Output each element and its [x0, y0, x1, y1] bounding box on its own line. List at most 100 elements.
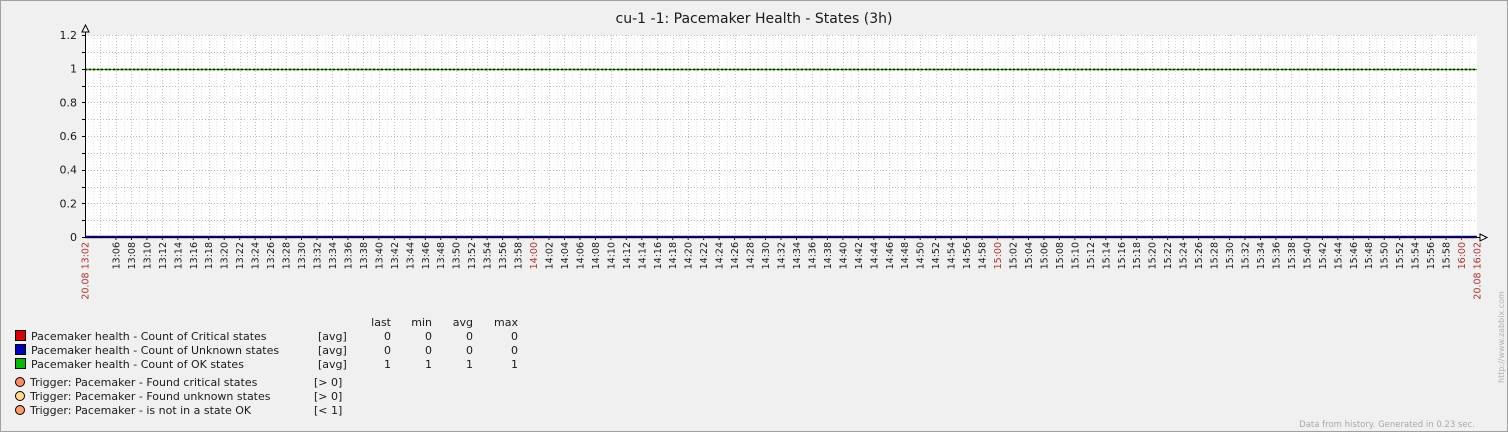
y-axis-arrow — [81, 23, 90, 33]
x-tick-label: 14:14 — [637, 242, 648, 269]
chart-title: cu-1 -1: Pacemaker Health - States (3h) — [616, 11, 893, 27]
legend-trigger-dot — [15, 377, 25, 387]
x-tick-label: 14:50 — [916, 242, 927, 269]
legend-swatch — [15, 330, 26, 341]
legend: last min avg max Pacemaker health - Count of… — [15, 316, 518, 417]
x-tick-label: 13:30 — [297, 242, 308, 269]
x-tick-label: 15:26 — [1194, 242, 1205, 269]
x-tick-label: 13:10 — [142, 242, 153, 269]
legend-series-name: Pacemaker health - Count of Unknown stat… — [31, 344, 279, 357]
legend-value: 0 — [511, 344, 518, 357]
x-tick-label: 14:16 — [653, 242, 664, 269]
legend-value: 0 — [384, 330, 391, 343]
legend-header: avg — [453, 316, 473, 329]
x-tick-label: 14:32 — [777, 242, 788, 269]
x-tick-label: 15:30 — [1225, 242, 1236, 269]
x-tick-label: 14:36 — [807, 242, 818, 269]
x-tick-label: 13:26 — [266, 242, 277, 269]
footer-note: Data from history. Generated in 0.23 sec… — [1299, 420, 1475, 430]
x-tick-label: 13:44 — [405, 242, 416, 269]
y-tick-label: 1.2 — [60, 29, 78, 42]
y-tick-label: 0.8 — [60, 96, 78, 109]
x-tick-label: 14:02 — [545, 242, 556, 269]
x-tick-label: 13:40 — [374, 242, 385, 269]
x-tick-label: 15:24 — [1179, 242, 1190, 269]
x-tick-label: 13:46 — [421, 242, 432, 269]
axes — [81, 23, 1489, 242]
legend-func: [avg] — [318, 344, 347, 357]
x-tick-label: 15:04 — [1024, 242, 1035, 269]
x-tick-label: 15:08 — [1055, 242, 1066, 269]
legend-func: [avg] — [318, 358, 347, 371]
x-tick-label: 14:24 — [715, 242, 726, 269]
x-tick-label: 14:18 — [668, 242, 679, 269]
x-tick-label: 15:44 — [1333, 242, 1344, 269]
x-tick-label: 14:04 — [560, 242, 571, 269]
x-edge-label: 20.08 16:02 — [1473, 242, 1484, 300]
x-tick-label: 16:00 — [1457, 242, 1468, 269]
legend-value: 0 — [511, 330, 518, 343]
x-tick-label: 13:34 — [328, 242, 339, 269]
x-tick-label: 13:58 — [514, 242, 525, 269]
x-tick-label: 15:22 — [1163, 242, 1174, 269]
x-tick-label: 13:08 — [127, 242, 138, 269]
legend-trigger-name: Trigger: Pacemaker - is not in a state O… — [29, 404, 252, 417]
x-tick-label: 14:52 — [931, 242, 942, 269]
x-tick-label: 14:10 — [606, 242, 617, 269]
legend-value: 0 — [384, 344, 391, 357]
x-tick-label: 15:54 — [1411, 242, 1422, 269]
legend-swatch — [15, 358, 26, 369]
x-tick-label: 15:56 — [1426, 242, 1437, 269]
x-tick-label: 14:00 — [529, 242, 540, 269]
legend-series-name: Pacemaker health - Count of OK states — [31, 358, 244, 371]
legend-header: last — [371, 316, 392, 329]
x-tick-label: 13:38 — [359, 242, 370, 269]
x-tick-label: 14:30 — [761, 242, 772, 269]
x-tick-label: 15:52 — [1395, 242, 1406, 269]
legend-header: min — [411, 316, 432, 329]
x-tick-label: 13:14 — [173, 242, 184, 269]
x-tick-label: 14:34 — [792, 242, 803, 269]
x-tick-label: 13:20 — [220, 242, 231, 269]
x-tick-label: 13:24 — [251, 242, 262, 269]
x-tick-label: 15:42 — [1318, 242, 1329, 269]
x-tick-label: 15:10 — [1070, 242, 1081, 269]
legend-trigger-name: Trigger: Pacemaker - Found critical stat… — [29, 376, 258, 389]
x-tick-label: 15:06 — [1039, 242, 1050, 269]
x-tick-label: 15:38 — [1287, 242, 1298, 269]
legend-value: 0 — [425, 330, 432, 343]
x-tick-label: 15:36 — [1271, 242, 1282, 269]
legend-value: 0 — [466, 330, 473, 343]
y-tick-label: 0 — [70, 231, 77, 244]
x-tick-label: 13:16 — [189, 242, 200, 269]
x-tick-label: 15:28 — [1210, 242, 1221, 269]
x-tick-label: 14:58 — [978, 242, 989, 269]
x-tick-label: 13:18 — [204, 242, 215, 269]
x-tick-label: 13:06 — [111, 242, 122, 269]
x-tick-label: 15:40 — [1302, 242, 1313, 269]
legend-value: 0 — [425, 344, 432, 357]
x-tick-label: 15:58 — [1442, 242, 1453, 269]
x-tick-label: 15:02 — [1009, 242, 1020, 269]
legend-trigger-cond: [> 0] — [314, 390, 342, 403]
legend-value: 1 — [425, 358, 432, 371]
x-tick-label: 13:42 — [390, 242, 401, 269]
x-tick-label: 14:48 — [900, 242, 911, 269]
legend-value: 1 — [466, 358, 473, 371]
legend-trigger-cond: [< 1] — [314, 404, 342, 417]
legend-swatch — [15, 344, 26, 355]
legend-trigger-dot — [15, 405, 25, 415]
y-axis-ticks: 0 0.2 0.4 0.6 0.8 1 1.2 — [60, 29, 78, 244]
x-tick-label: 15:16 — [1117, 242, 1128, 269]
x-tick-label: 14:28 — [746, 242, 757, 269]
x-tick-label: 13:36 — [343, 242, 354, 269]
y-tick-label: 0.6 — [60, 130, 78, 143]
x-tick-label: 15:18 — [1132, 242, 1143, 269]
legend-value: 1 — [511, 358, 518, 371]
x-tick-label: 14:40 — [838, 242, 849, 269]
legend-trigger-cond: [> 0] — [314, 376, 342, 389]
x-tick-label: 14:20 — [684, 242, 695, 269]
x-tick-label: 13:12 — [158, 242, 169, 269]
x-tick-label: 14:44 — [869, 242, 880, 269]
